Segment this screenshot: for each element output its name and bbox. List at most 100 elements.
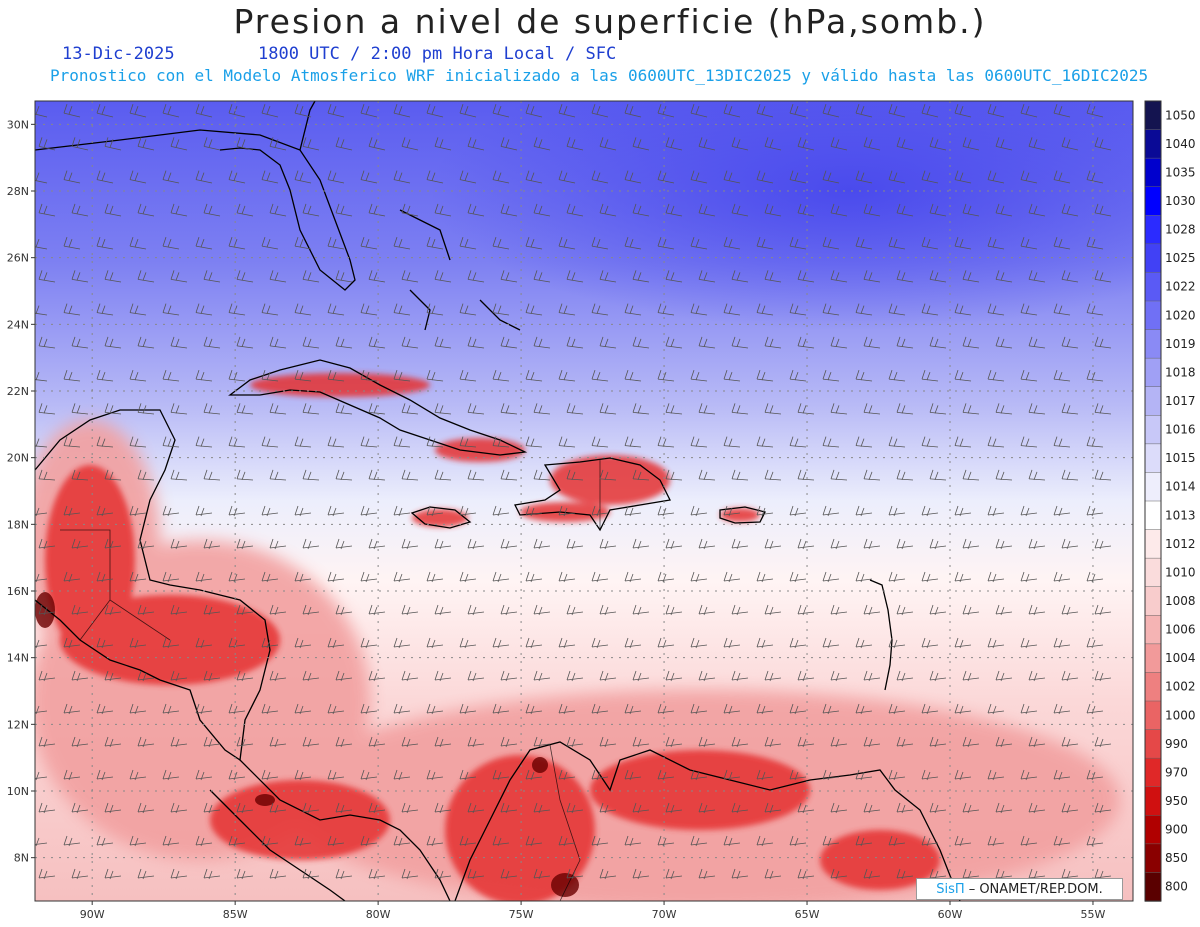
wind-barb [690, 505, 708, 517]
wind-barb [558, 436, 576, 448]
wind-barb [459, 571, 477, 583]
colorbar-label: 990 [1165, 737, 1188, 751]
colorbar-label: 1012 [1165, 537, 1196, 551]
wind-barb [302, 137, 320, 151]
wind-barb [203, 270, 221, 283]
wind-barb [137, 538, 155, 550]
forecast-time: 1800 UTC / 2:00 pm Hora Local / SFC [258, 44, 617, 64]
colorbar-label: 1002 [1165, 680, 1196, 694]
wind-barb [71, 469, 89, 481]
wind-barb [434, 670, 452, 682]
wind-barb [632, 802, 650, 814]
wind-barb [665, 270, 683, 283]
wind-barb [426, 236, 444, 250]
wind-barb [987, 303, 1005, 316]
wind-barb [35, 238, 48, 250]
wind-barb [269, 403, 287, 415]
wind-barb [203, 469, 221, 481]
wind-barb [426, 703, 444, 715]
wind-barb [855, 505, 873, 517]
wind-barb [294, 303, 312, 316]
wind-barb [203, 802, 221, 814]
wind-barb [987, 170, 1005, 184]
wind-barb [896, 670, 914, 682]
wind-barb [269, 670, 287, 682]
wind-barb [335, 868, 353, 880]
wind-barb [566, 802, 584, 814]
wind-barb [987, 103, 1005, 118]
wind-barb [393, 835, 411, 847]
wind-barb [756, 571, 774, 583]
credit-box: SisΠ – ONAMET/REP.DOM. [916, 878, 1123, 900]
wind-barb [35, 305, 48, 316]
wind-barb [1028, 670, 1046, 682]
wind-barb [863, 270, 881, 283]
wind-barb [1086, 769, 1104, 781]
wind-barb [129, 835, 147, 847]
wind-barb [599, 270, 617, 283]
wind-barb [855, 369, 873, 382]
wind-barb [492, 303, 510, 316]
wind-barb [888, 303, 906, 316]
wind-barb [558, 637, 576, 649]
wind-barb [764, 736, 782, 748]
wind-barb [558, 103, 576, 118]
wind-barb [896, 868, 914, 880]
wind-barb [335, 469, 353, 481]
wind-barb [830, 670, 848, 682]
wind-barb [335, 137, 353, 151]
colorbar-label: 1004 [1165, 651, 1196, 665]
wind-barb [1094, 203, 1112, 217]
wind-barb [789, 835, 807, 847]
wind-barb [269, 203, 287, 217]
colorbar-swatch [1144, 443, 1162, 474]
lat-tick-label: 22N [7, 385, 29, 398]
colorbar-swatch [1144, 415, 1162, 445]
wind-barb [797, 604, 815, 616]
graticule [35, 101, 1133, 901]
wind-barb [954, 369, 972, 382]
wind-barb [162, 303, 180, 316]
wind-barb [459, 436, 477, 448]
wind-barb [863, 802, 881, 814]
lat-tick-label: 14N [7, 652, 29, 665]
wind-barb [987, 703, 1005, 715]
wind-barb [995, 736, 1013, 748]
wind-barb [434, 868, 452, 880]
wind-barb [129, 303, 147, 316]
wind-barb [71, 203, 89, 217]
wind-barb [896, 802, 914, 814]
wind-barb [335, 802, 353, 814]
wind-barb [525, 236, 543, 250]
wind-barb [929, 270, 947, 283]
wind-barb [698, 403, 716, 415]
wind-barb [929, 336, 947, 349]
latitude-ticks: 30N 28N 26N 24N 22N 20N 18N 16N 14N 12N 10N 8N [7, 118, 35, 865]
wind-barb [855, 835, 873, 847]
wind-barb [368, 336, 386, 349]
wind-barb [566, 137, 584, 151]
wind-barb [1086, 505, 1104, 517]
wind-barb [269, 538, 287, 550]
wind-barb [533, 802, 551, 814]
wind-barb [764, 336, 782, 349]
wind-barb [1028, 802, 1046, 814]
wind-barb [38, 336, 56, 349]
wind-barb [657, 769, 675, 781]
wind-barb [954, 436, 972, 448]
lon-tick-label: 60W [938, 908, 963, 921]
wind-barb [764, 802, 782, 814]
colorbar-swatch [1144, 472, 1162, 502]
wind-barb [170, 670, 188, 682]
wind-barb [294, 637, 312, 649]
wind-barb [863, 137, 881, 151]
colorbar-swatch [1144, 700, 1162, 731]
wind-barb [162, 236, 180, 250]
wind-barb [203, 538, 221, 550]
wind-barb [1053, 369, 1071, 382]
wind-barb [104, 203, 122, 217]
wind-barb [434, 137, 452, 151]
wind-barb [962, 336, 980, 349]
wind-barb [756, 369, 774, 382]
wind-barb [599, 336, 617, 349]
